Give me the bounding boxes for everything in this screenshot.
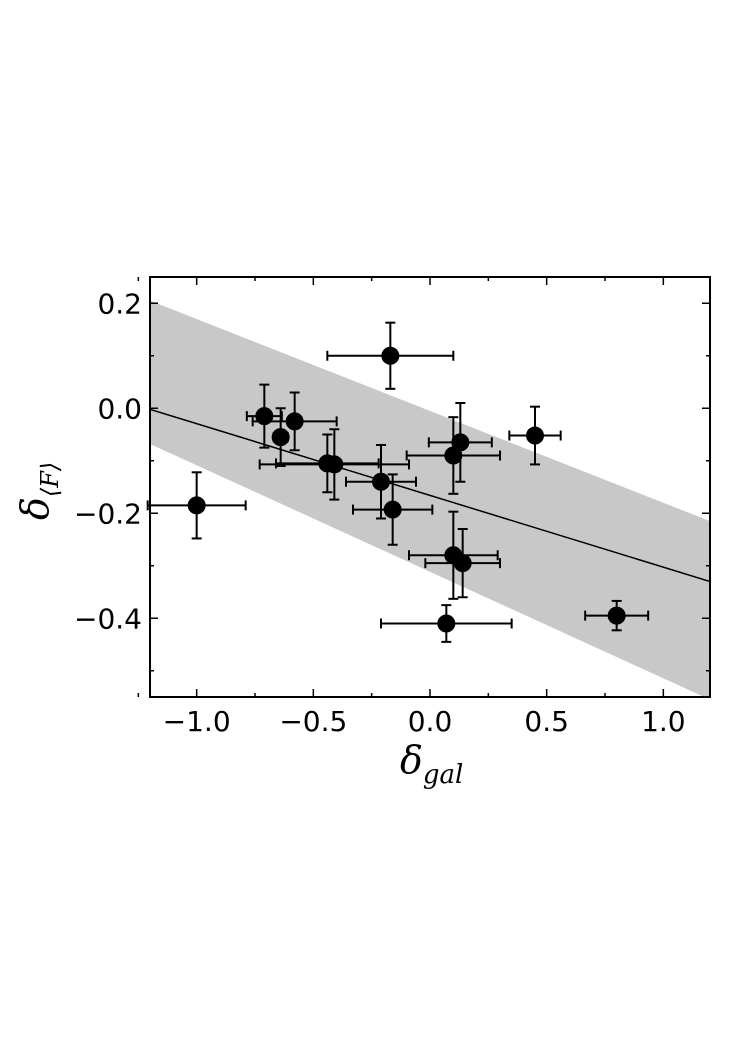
data-point bbox=[352, 473, 434, 546]
confidence-band bbox=[150, 300, 710, 697]
data-point-marker bbox=[437, 614, 456, 633]
data-point-marker bbox=[187, 496, 206, 515]
data-point bbox=[584, 599, 650, 632]
data-point-marker bbox=[325, 455, 344, 474]
x-tick-label: 1.0 bbox=[641, 705, 686, 738]
y-tick-label: −0.2 bbox=[74, 497, 142, 530]
data-point-marker bbox=[607, 606, 626, 625]
data-point bbox=[345, 444, 417, 520]
data-point-marker bbox=[372, 472, 390, 491]
data-point bbox=[380, 604, 513, 643]
data-point bbox=[251, 391, 338, 452]
y-tick-label: 0.2 bbox=[97, 287, 142, 320]
x-tick-label: −0.5 bbox=[279, 705, 347, 738]
data-point bbox=[427, 402, 493, 483]
x-axis-label-symbol: δ bbox=[400, 738, 423, 782]
data-point bbox=[508, 405, 562, 466]
data-point-marker bbox=[255, 407, 274, 426]
x-axis-label: δgal bbox=[400, 738, 463, 790]
y-axis-label-subscript: ⟨F⟩ bbox=[36, 462, 64, 497]
data-point-marker bbox=[381, 346, 400, 365]
x-tick-label: 0.0 bbox=[408, 705, 453, 738]
data-points-layer bbox=[146, 321, 650, 643]
x-axis-label-subscript: gal bbox=[423, 760, 463, 790]
data-point-marker bbox=[526, 426, 544, 445]
data-point bbox=[258, 428, 410, 501]
fit-line-layer bbox=[150, 408, 710, 583]
data-point-marker bbox=[271, 428, 290, 447]
data-point bbox=[146, 471, 247, 540]
data-point bbox=[271, 407, 290, 467]
x-tick-label: 0.5 bbox=[524, 705, 569, 738]
axis-ticks: −1.0 −0.5 0.0 0.5 1.0 0.2 0.0 −0.2 −0.4 bbox=[74, 277, 710, 738]
data-point-marker bbox=[451, 433, 470, 452]
x-tick-label: −1.0 bbox=[163, 705, 231, 738]
data-point-marker bbox=[453, 554, 472, 573]
fit-line bbox=[150, 408, 710, 583]
data-point-marker bbox=[285, 412, 304, 431]
y-tick-label: −0.4 bbox=[74, 602, 142, 635]
data-point bbox=[405, 416, 501, 495]
y-tick-label: 0.0 bbox=[97, 392, 142, 425]
confidence-band-layer bbox=[150, 300, 710, 697]
y-axis-label: δ⟨F⟩ bbox=[13, 462, 64, 520]
y-axis-label-symbol: δ bbox=[13, 497, 57, 520]
data-point bbox=[326, 321, 455, 390]
data-point-marker bbox=[383, 500, 402, 519]
data-point bbox=[424, 528, 501, 599]
